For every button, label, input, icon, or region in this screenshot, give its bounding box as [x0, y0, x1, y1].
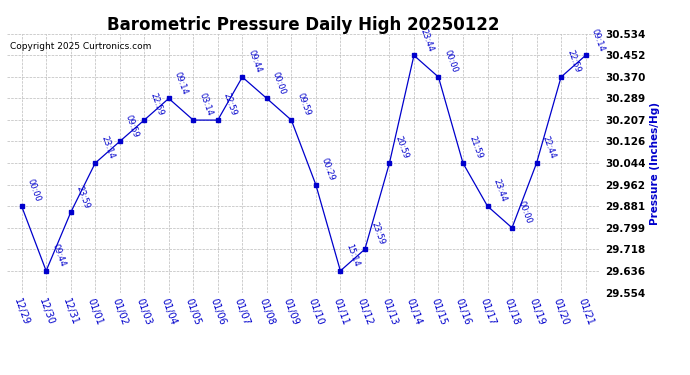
Text: 00:00: 00:00 [516, 200, 533, 225]
Text: 23:44: 23:44 [418, 27, 435, 52]
Text: Copyright 2025 Curtronics.com: Copyright 2025 Curtronics.com [10, 42, 151, 51]
Y-axis label: Pressure (Inches/Hg): Pressure (Inches/Hg) [650, 102, 660, 225]
Text: 09:14: 09:14 [590, 27, 607, 53]
Text: 00:00: 00:00 [442, 49, 460, 74]
Text: 00:00: 00:00 [26, 178, 42, 203]
Text: 09:44: 09:44 [246, 49, 263, 74]
Text: 09:14: 09:14 [173, 70, 190, 96]
Text: 00:29: 00:29 [320, 157, 337, 182]
Text: 22:44: 22:44 [541, 135, 558, 160]
Text: 22:59: 22:59 [222, 92, 239, 117]
Text: 21:59: 21:59 [467, 135, 484, 160]
Text: 23:44: 23:44 [492, 178, 509, 203]
Text: 20:59: 20:59 [393, 135, 410, 160]
Text: 23:14: 23:14 [99, 135, 116, 160]
Text: 23:59: 23:59 [369, 221, 386, 246]
Text: 22:59: 22:59 [148, 92, 165, 117]
Text: 23:59: 23:59 [75, 184, 92, 210]
Text: 09:44: 09:44 [50, 243, 67, 268]
Text: 03:14: 03:14 [197, 92, 214, 117]
Text: 09:59: 09:59 [124, 113, 141, 139]
Text: 22:59: 22:59 [565, 49, 582, 74]
Text: 15:14: 15:14 [344, 243, 361, 268]
Text: 09:59: 09:59 [295, 92, 312, 117]
Text: 00:00: 00:00 [271, 70, 288, 96]
Title: Barometric Pressure Daily High 20250122: Barometric Pressure Daily High 20250122 [108, 16, 500, 34]
